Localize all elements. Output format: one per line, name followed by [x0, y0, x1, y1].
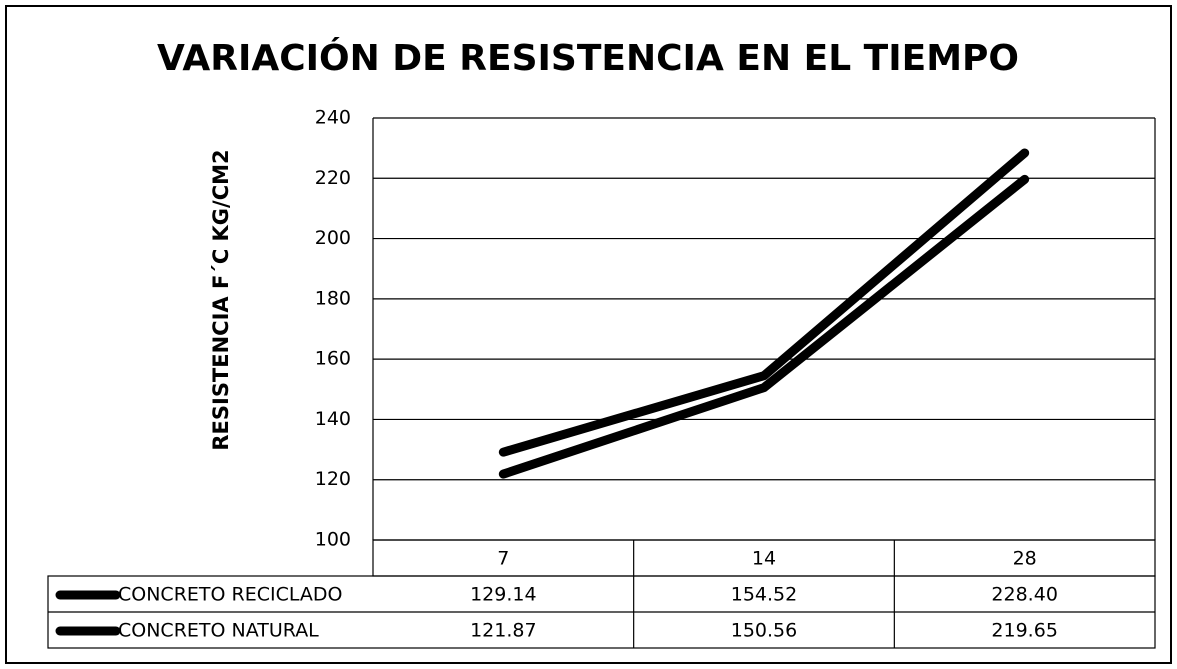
x-tick-label: 28	[1013, 548, 1037, 570]
y-tick-label: 160	[315, 348, 351, 370]
data-table-value: 228.40	[991, 584, 1057, 606]
series-line	[498, 174, 1030, 479]
x-tick-label: 7	[497, 548, 509, 570]
data-table-value: 219.65	[991, 620, 1057, 642]
chart-border	[5, 5, 1172, 664]
data-table-value: 150.56	[731, 620, 797, 642]
y-tick-label: 240	[315, 107, 351, 129]
data-table-value: 129.14	[470, 584, 536, 606]
y-axis-label: RESISTENCIA F´C KG/CM2	[209, 149, 233, 450]
legend-label: CONCRETO NATURAL	[118, 620, 319, 642]
y-tick-label: 120	[315, 468, 351, 490]
x-tick-label: 14	[752, 548, 776, 570]
y-tick-label: 140	[315, 408, 351, 430]
data-table-value: 121.87	[470, 620, 536, 642]
y-tick-label: 200	[315, 227, 351, 249]
y-tick-label: 100	[315, 529, 351, 551]
series-line	[498, 148, 1030, 457]
data-table-value: 154.52	[731, 584, 797, 606]
chart-title: VARIACIÓN DE RESISTENCIA EN EL TIEMPO	[157, 37, 1019, 79]
y-tick-label: 180	[315, 287, 351, 309]
legend-label: CONCRETO RECICLADO	[118, 584, 342, 606]
y-tick-label: 220	[315, 167, 351, 189]
